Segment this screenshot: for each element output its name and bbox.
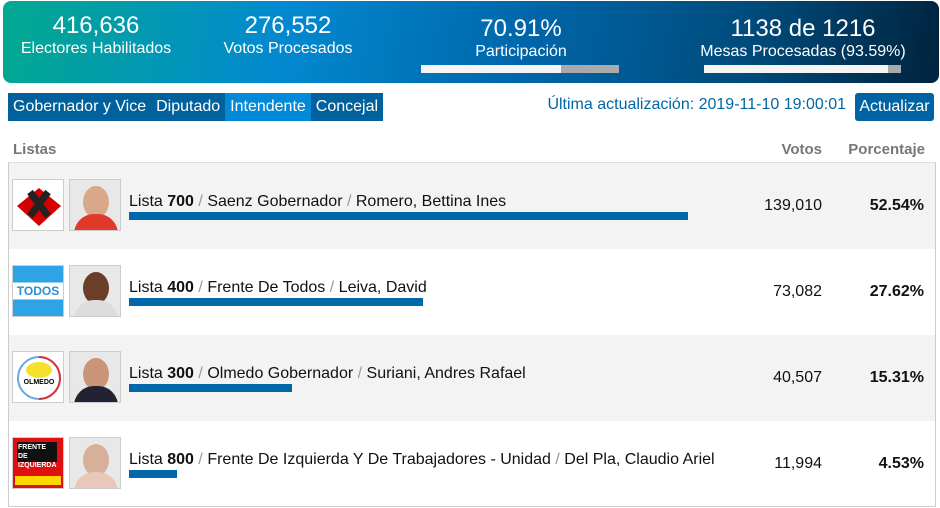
- stat-votos: 276,552 Votos Procesados: [203, 13, 373, 59]
- mesas-progress: [704, 65, 901, 73]
- stat-value: 1138 de 1216: [730, 15, 876, 42]
- candidate-photo: [69, 179, 121, 231]
- column-header-percent: Porcentaje: [848, 141, 925, 158]
- stat-label: Participación: [475, 43, 567, 60]
- table-row: TODOS Lista 400 / Frente De Todos / Leiv…: [9, 249, 935, 335]
- percent-value: 27.62%: [869, 283, 924, 300]
- category-tabs: Gobernador y Vice Diputado Intendente Co…: [8, 93, 384, 121]
- refresh-button[interactable]: Actualizar: [855, 93, 934, 121]
- stat-value: 276,552: [244, 12, 332, 39]
- percent-bar: [129, 384, 292, 392]
- list-name: Lista 300 / Olmedo Gobernador / Suriani,…: [129, 365, 526, 382]
- participacion-progress: [421, 65, 619, 73]
- stat-label: Votos Procesados: [223, 40, 353, 57]
- table-row: OLMEDO Lista 300 / Olmedo Gobernador / S…: [9, 335, 935, 421]
- percent-value: 4.53%: [878, 455, 924, 472]
- candidate-photo: [69, 437, 121, 489]
- percent-bar: [129, 470, 178, 478]
- stat-label: Electores Habilitados: [20, 40, 172, 57]
- stat-value: 70.91%: [480, 15, 562, 42]
- column-header-votes: Votos: [781, 141, 822, 158]
- summary-banner: 416,636 Electores Habilitados 276,552 Vo…: [3, 1, 939, 83]
- percent-value: 15.31%: [869, 369, 924, 386]
- candidate-photo: [69, 351, 121, 403]
- votes-value: 40,507: [773, 369, 822, 386]
- stat-participacion: 70.91% Participación: [421, 16, 621, 62]
- percent-bar: [129, 298, 423, 306]
- table-row: FRENTE DE IZQUIERDA Lista 800 / Frente D…: [9, 421, 935, 507]
- svg-text:OLMEDO: OLMEDO: [24, 379, 55, 386]
- last-updated: Última actualización: 2019-11-10 19:00:0…: [547, 96, 846, 113]
- tab-intendente[interactable]: Intendente: [225, 93, 311, 121]
- list-name: Lista 400 / Frente De Todos / Leiva, Dav…: [129, 279, 427, 296]
- percent-bar: [129, 212, 689, 220]
- votes-value: 11,994: [774, 455, 822, 472]
- tab-diputado[interactable]: Diputado: [156, 98, 221, 115]
- list-name: Lista 700 / Saenz Gobernador / Romero, B…: [129, 193, 507, 210]
- column-header-lists: Listas: [13, 141, 57, 158]
- results-table: Lista 700 / Saenz Gobernador / Romero, B…: [8, 162, 936, 507]
- votes-value: 139,010: [764, 197, 822, 214]
- party-logo: OLMEDO: [12, 351, 64, 403]
- tab-gobernador[interactable]: Gobernador y Vice: [13, 98, 147, 115]
- party-logo: TODOS: [12, 265, 64, 317]
- party-logo: FRENTE DE IZQUIERDA: [12, 437, 64, 489]
- percent-value: 52.54%: [869, 197, 924, 214]
- stat-mesas: 1138 de 1216 Mesas Procesadas (93.59%): [693, 16, 913, 62]
- party-logo: [12, 179, 64, 231]
- stat-label: Mesas Procesadas (93.59%): [700, 43, 906, 60]
- votes-value: 73,082: [773, 283, 822, 300]
- stat-electores: 416,636 Electores Habilitados: [11, 13, 181, 59]
- candidate-photo: [69, 265, 121, 317]
- list-name: Lista 800 / Frente De Izquierda Y De Tra…: [129, 451, 715, 468]
- stat-value: 416,636: [52, 12, 140, 39]
- tab-concejal[interactable]: Concejal: [315, 98, 379, 115]
- table-row: Lista 700 / Saenz Gobernador / Romero, B…: [9, 163, 935, 249]
